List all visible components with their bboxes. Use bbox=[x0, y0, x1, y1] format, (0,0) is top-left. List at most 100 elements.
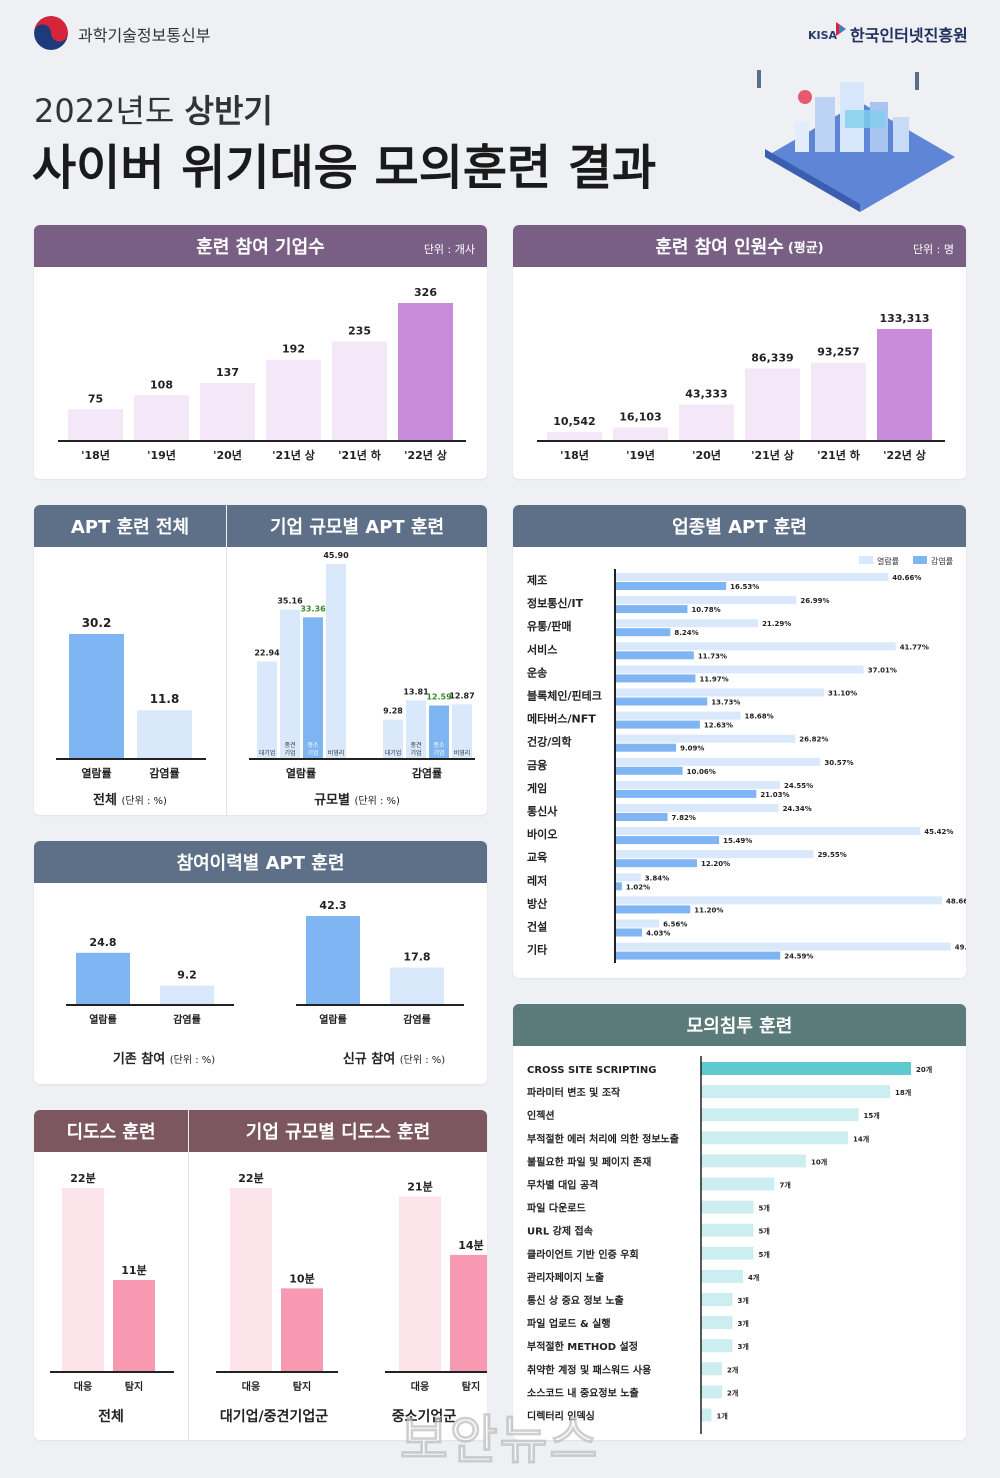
apt-size-category-label: 기업 bbox=[284, 749, 295, 757]
history-bar bbox=[306, 916, 360, 1005]
pentest-category-label: 통신 상 중요 정보 노출 bbox=[527, 1294, 624, 1307]
history-chart: 24.8 열람률 9.2 감염률 42.3 열람률 17.8 감염률 bbox=[66, 899, 464, 1026]
pentest-category-label: 인젝션 bbox=[527, 1109, 555, 1122]
industry-value-infect: 10.78% bbox=[691, 606, 720, 614]
apt-total-bar bbox=[69, 634, 124, 759]
ddos-size-bar bbox=[281, 1288, 323, 1372]
apt-size-category-label: 중소 bbox=[433, 742, 445, 749]
apt-size-group-label: 열람률 bbox=[286, 767, 316, 780]
industry-bar-open bbox=[615, 942, 951, 951]
industry-bar-infect bbox=[615, 720, 700, 729]
history-category-label: 열람률 bbox=[319, 1013, 347, 1026]
people-value-label: 93,257 bbox=[817, 346, 859, 359]
industry-value-infect: 12.63% bbox=[704, 722, 733, 730]
industry-bar-infect bbox=[615, 582, 727, 590]
industry-value-open: 26.82% bbox=[799, 736, 828, 744]
apt-total-header: APT 훈련 전체 bbox=[34, 505, 226, 547]
ddos-size-category-label: 대응 bbox=[411, 1380, 429, 1393]
apt-size-category-label: 기업 bbox=[307, 749, 318, 757]
pentest-bar bbox=[701, 1269, 743, 1283]
companies-category-label: '19년 bbox=[147, 448, 176, 462]
agency-name: 한국인터넷진흥원 bbox=[850, 26, 968, 45]
apt-size-category-label: 중견 bbox=[284, 741, 295, 749]
apt-total-caption-text: 전체 bbox=[93, 793, 117, 808]
apt-size-caption-unit: (단위 : %) bbox=[354, 796, 400, 807]
industry-category-label: 운송 bbox=[527, 666, 547, 679]
pentest-bar bbox=[701, 1408, 712, 1422]
industry-value-open: 29.55% bbox=[818, 851, 847, 859]
pentest-value-label: 15개 bbox=[864, 1111, 880, 1120]
pentest-bar bbox=[701, 1131, 848, 1145]
industry-value-open: 40.66% bbox=[892, 574, 921, 582]
people-value-label: 86,339 bbox=[751, 351, 793, 364]
apt-size-bar bbox=[452, 704, 472, 759]
pentest-value-label: 10개 bbox=[811, 1157, 827, 1166]
history-header: 참여이력별 APT 훈련 bbox=[34, 841, 487, 883]
industry-bar-open bbox=[615, 827, 921, 836]
people-category-label: '21년 상 bbox=[751, 448, 794, 462]
people-category-label: '21년 하 bbox=[817, 448, 861, 462]
ddos-size-right-caption: 중소기업군 bbox=[391, 1409, 457, 1425]
industry-value-open: 24.55% bbox=[784, 782, 813, 790]
pentest-category-label: 부적절한 METHOD 설정 bbox=[527, 1340, 638, 1353]
companies-bar bbox=[134, 395, 189, 441]
industry-category-label: 레저 bbox=[527, 873, 547, 887]
history-bar bbox=[76, 952, 130, 1005]
industry-bar-infect bbox=[615, 697, 708, 706]
title-year-line: 2022년도 상반기 bbox=[34, 86, 273, 132]
people-category-label: '20년 bbox=[692, 448, 721, 462]
industry-category-label: 교육 bbox=[527, 851, 547, 864]
apt-size-bar bbox=[280, 609, 300, 759]
apt-size-caption: 규모별 (단위 : %) bbox=[227, 789, 487, 808]
ddos-size-header: 기업 규모별 디도스 훈련 bbox=[189, 1110, 487, 1152]
apt-size-category-label: 대기업 bbox=[259, 749, 276, 757]
pentest-title: 모의침투 훈련 bbox=[686, 1016, 793, 1037]
ddos-category-label: 대응 bbox=[74, 1380, 92, 1393]
apt-total-caption-unit: (단위 : %) bbox=[121, 796, 167, 807]
apt-size-category-label: 비영리 bbox=[454, 749, 471, 757]
ddos-size-value-label: 10분 bbox=[289, 1272, 314, 1285]
industry-bar-infect bbox=[615, 813, 668, 821]
apt-size-value-label: 35.16 bbox=[277, 597, 303, 606]
pentest-category-label: CROSS SITE SCRIPTING bbox=[527, 1065, 656, 1076]
pentest-category-label: 디렉터리 인덱싱 bbox=[527, 1410, 595, 1423]
pentest-bar bbox=[701, 1154, 806, 1168]
industry-value-open: 31.10% bbox=[828, 690, 857, 698]
apt-size-bar bbox=[406, 700, 426, 759]
industry-bar-infect bbox=[615, 789, 757, 798]
kisa-logo-icon bbox=[834, 20, 848, 38]
industry-bar-open bbox=[615, 919, 660, 928]
companies-category-label: '18년 bbox=[81, 448, 110, 462]
companies-title: 훈련 참여 기업수 bbox=[196, 237, 325, 258]
taegeuk-icon bbox=[34, 16, 68, 50]
pentest-category-label: URL 강제 접속 bbox=[527, 1225, 593, 1238]
apt-size-category-label: 중소 bbox=[307, 742, 319, 749]
industry-value-infect: 7.82% bbox=[672, 814, 696, 822]
history-value-label: 42.3 bbox=[319, 899, 346, 912]
industry-value-infect: 11.20% bbox=[694, 906, 723, 914]
apt-size-bar bbox=[383, 719, 403, 759]
companies-chart: 75 '18년 108 '19년 137 '20년 192 '21년 상 235 '21년 하 32… bbox=[58, 286, 466, 462]
apt-size-value-label: 45.90 bbox=[323, 551, 349, 560]
pentest-category-label: 취약한 계정 및 패스워드 사용 bbox=[527, 1363, 651, 1376]
apt-total-title: APT 훈련 전체 bbox=[70, 517, 190, 538]
industry-bar-open bbox=[615, 896, 942, 905]
history-left-caption: 기존 참여 (단위 : %) bbox=[74, 1048, 254, 1067]
industry-bar-open bbox=[615, 804, 779, 812]
companies-bar bbox=[332, 341, 387, 441]
people-header: 훈련 참여 인원수 (평균) 단위 : 명 bbox=[513, 225, 966, 267]
history-bar bbox=[160, 985, 214, 1005]
history-right-caption-text: 신규 참여 bbox=[342, 1052, 396, 1067]
industry-category-label: 방산 bbox=[527, 896, 547, 910]
industry-bar-open bbox=[615, 596, 797, 605]
apt-size-category-label: 기업 bbox=[410, 749, 421, 757]
pentest-value-label: 3개 bbox=[738, 1319, 749, 1328]
ddos-value-label: 11분 bbox=[121, 1264, 146, 1277]
industry-category-label: 게임 bbox=[527, 781, 547, 795]
pentest-bar bbox=[701, 1316, 733, 1330]
pentest-category-label: 파일 업로드 & 실행 bbox=[527, 1317, 611, 1330]
companies-bar bbox=[200, 383, 255, 441]
history-right-caption: 신규 참여 (단위 : %) bbox=[304, 1048, 484, 1067]
industry-category-label: 바이오 bbox=[527, 827, 557, 841]
